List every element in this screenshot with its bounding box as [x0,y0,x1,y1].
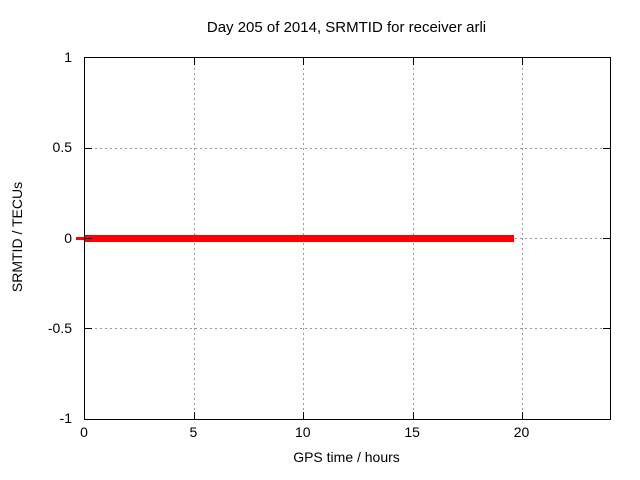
x-tick-bottom [193,412,195,419]
y-tick-left [85,147,92,149]
chart-title: Day 205 of 2014, SRMTID for receiver arl… [206,19,487,36]
x-tick-top [522,58,523,65]
y-gridline [85,328,610,330]
x-tick-top [412,58,414,65]
y-tick-left [85,328,92,330]
plot-area [76,57,611,420]
y-tick-right [603,328,610,330]
y-tick-label: -1 [59,410,72,426]
x-tick-label: 20 [513,424,530,440]
x-tick-top [303,58,305,65]
y-tick-right [603,147,610,149]
x-tick-bottom [303,412,305,419]
y-tick-left [85,238,92,239]
x-tick-bottom [412,412,414,419]
x-tick-label: 10 [294,424,311,440]
y-tick-right [603,238,610,239]
series-line-srmtid [85,235,514,242]
x-tick-bottom [522,412,523,419]
y-tick-label: 0.5 [52,139,72,156]
y-gridline [85,147,610,149]
y-tick-label: 1 [64,49,72,65]
series-overhang-dash [76,237,84,240]
y-tick-label: -0.5 [47,319,72,336]
x-tick-label: 0 [80,424,88,440]
y-tick-label: 0 [64,229,72,246]
x-tick-label: 15 [404,424,420,440]
x-axis-label: GPS time / hours [293,449,400,465]
x-tick-label: 5 [189,424,198,440]
x-tick-top [193,58,195,65]
